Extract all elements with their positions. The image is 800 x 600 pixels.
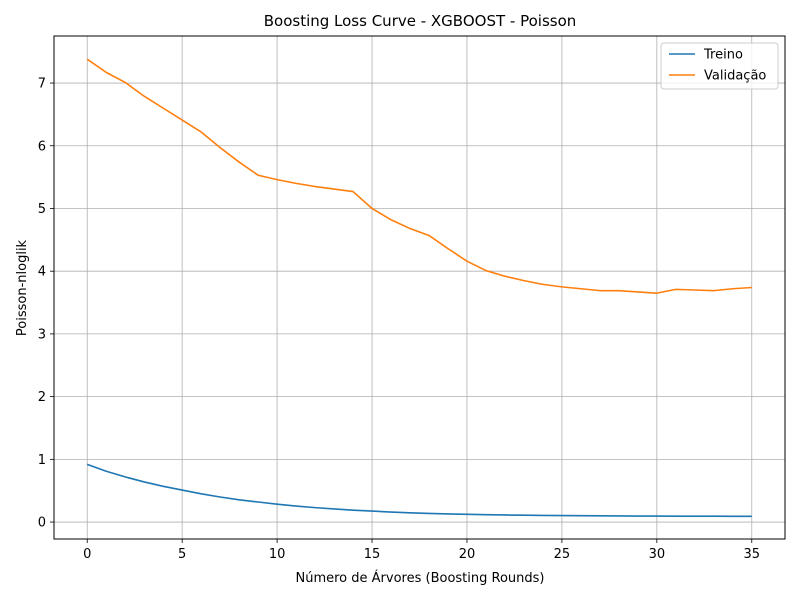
x-axis-ticks: 0 5 10 15 20 25 30 35 bbox=[83, 539, 760, 562]
x-tick-label: 15 bbox=[364, 547, 381, 562]
x-tick-label: 25 bbox=[554, 547, 571, 562]
legend-label: Treino bbox=[703, 48, 743, 63]
x-tick-label: 10 bbox=[269, 547, 286, 562]
y-tick-label: 6 bbox=[38, 139, 46, 154]
plot-frame bbox=[53, 35, 786, 540]
legend-label: Validação bbox=[704, 69, 766, 84]
series-line-valida-o bbox=[86, 58, 752, 294]
y-tick-label: 1 bbox=[38, 453, 46, 468]
y-tick-label: 5 bbox=[38, 202, 46, 217]
y-tick-label: 3 bbox=[38, 327, 46, 342]
x-tick-label: 5 bbox=[178, 547, 186, 562]
y-tick-label: 4 bbox=[38, 265, 46, 280]
y-axis-ticks: 0 1 2 3 4 5 6 7 bbox=[38, 77, 54, 531]
series-lines bbox=[86, 58, 752, 518]
x-tick-label: 30 bbox=[649, 547, 666, 562]
x-tick-label: 35 bbox=[743, 547, 760, 562]
y-tick-label: 0 bbox=[38, 516, 46, 531]
x-tick-label: 20 bbox=[459, 547, 476, 562]
chart-title: Boosting Loss Curve - XGBOOST - Poisson bbox=[264, 12, 577, 30]
legend: Treino Validação bbox=[660, 42, 779, 90]
grid-lines bbox=[54, 36, 785, 539]
series-line-treino bbox=[86, 463, 752, 518]
y-axis-label: Poisson-nloglik bbox=[15, 239, 30, 336]
y-tick-label: 7 bbox=[38, 77, 46, 92]
x-tick-label: 0 bbox=[83, 547, 91, 562]
x-axis-label: Número de Árvores (Boosting Rounds) bbox=[296, 570, 545, 586]
y-tick-label: 2 bbox=[38, 390, 46, 405]
